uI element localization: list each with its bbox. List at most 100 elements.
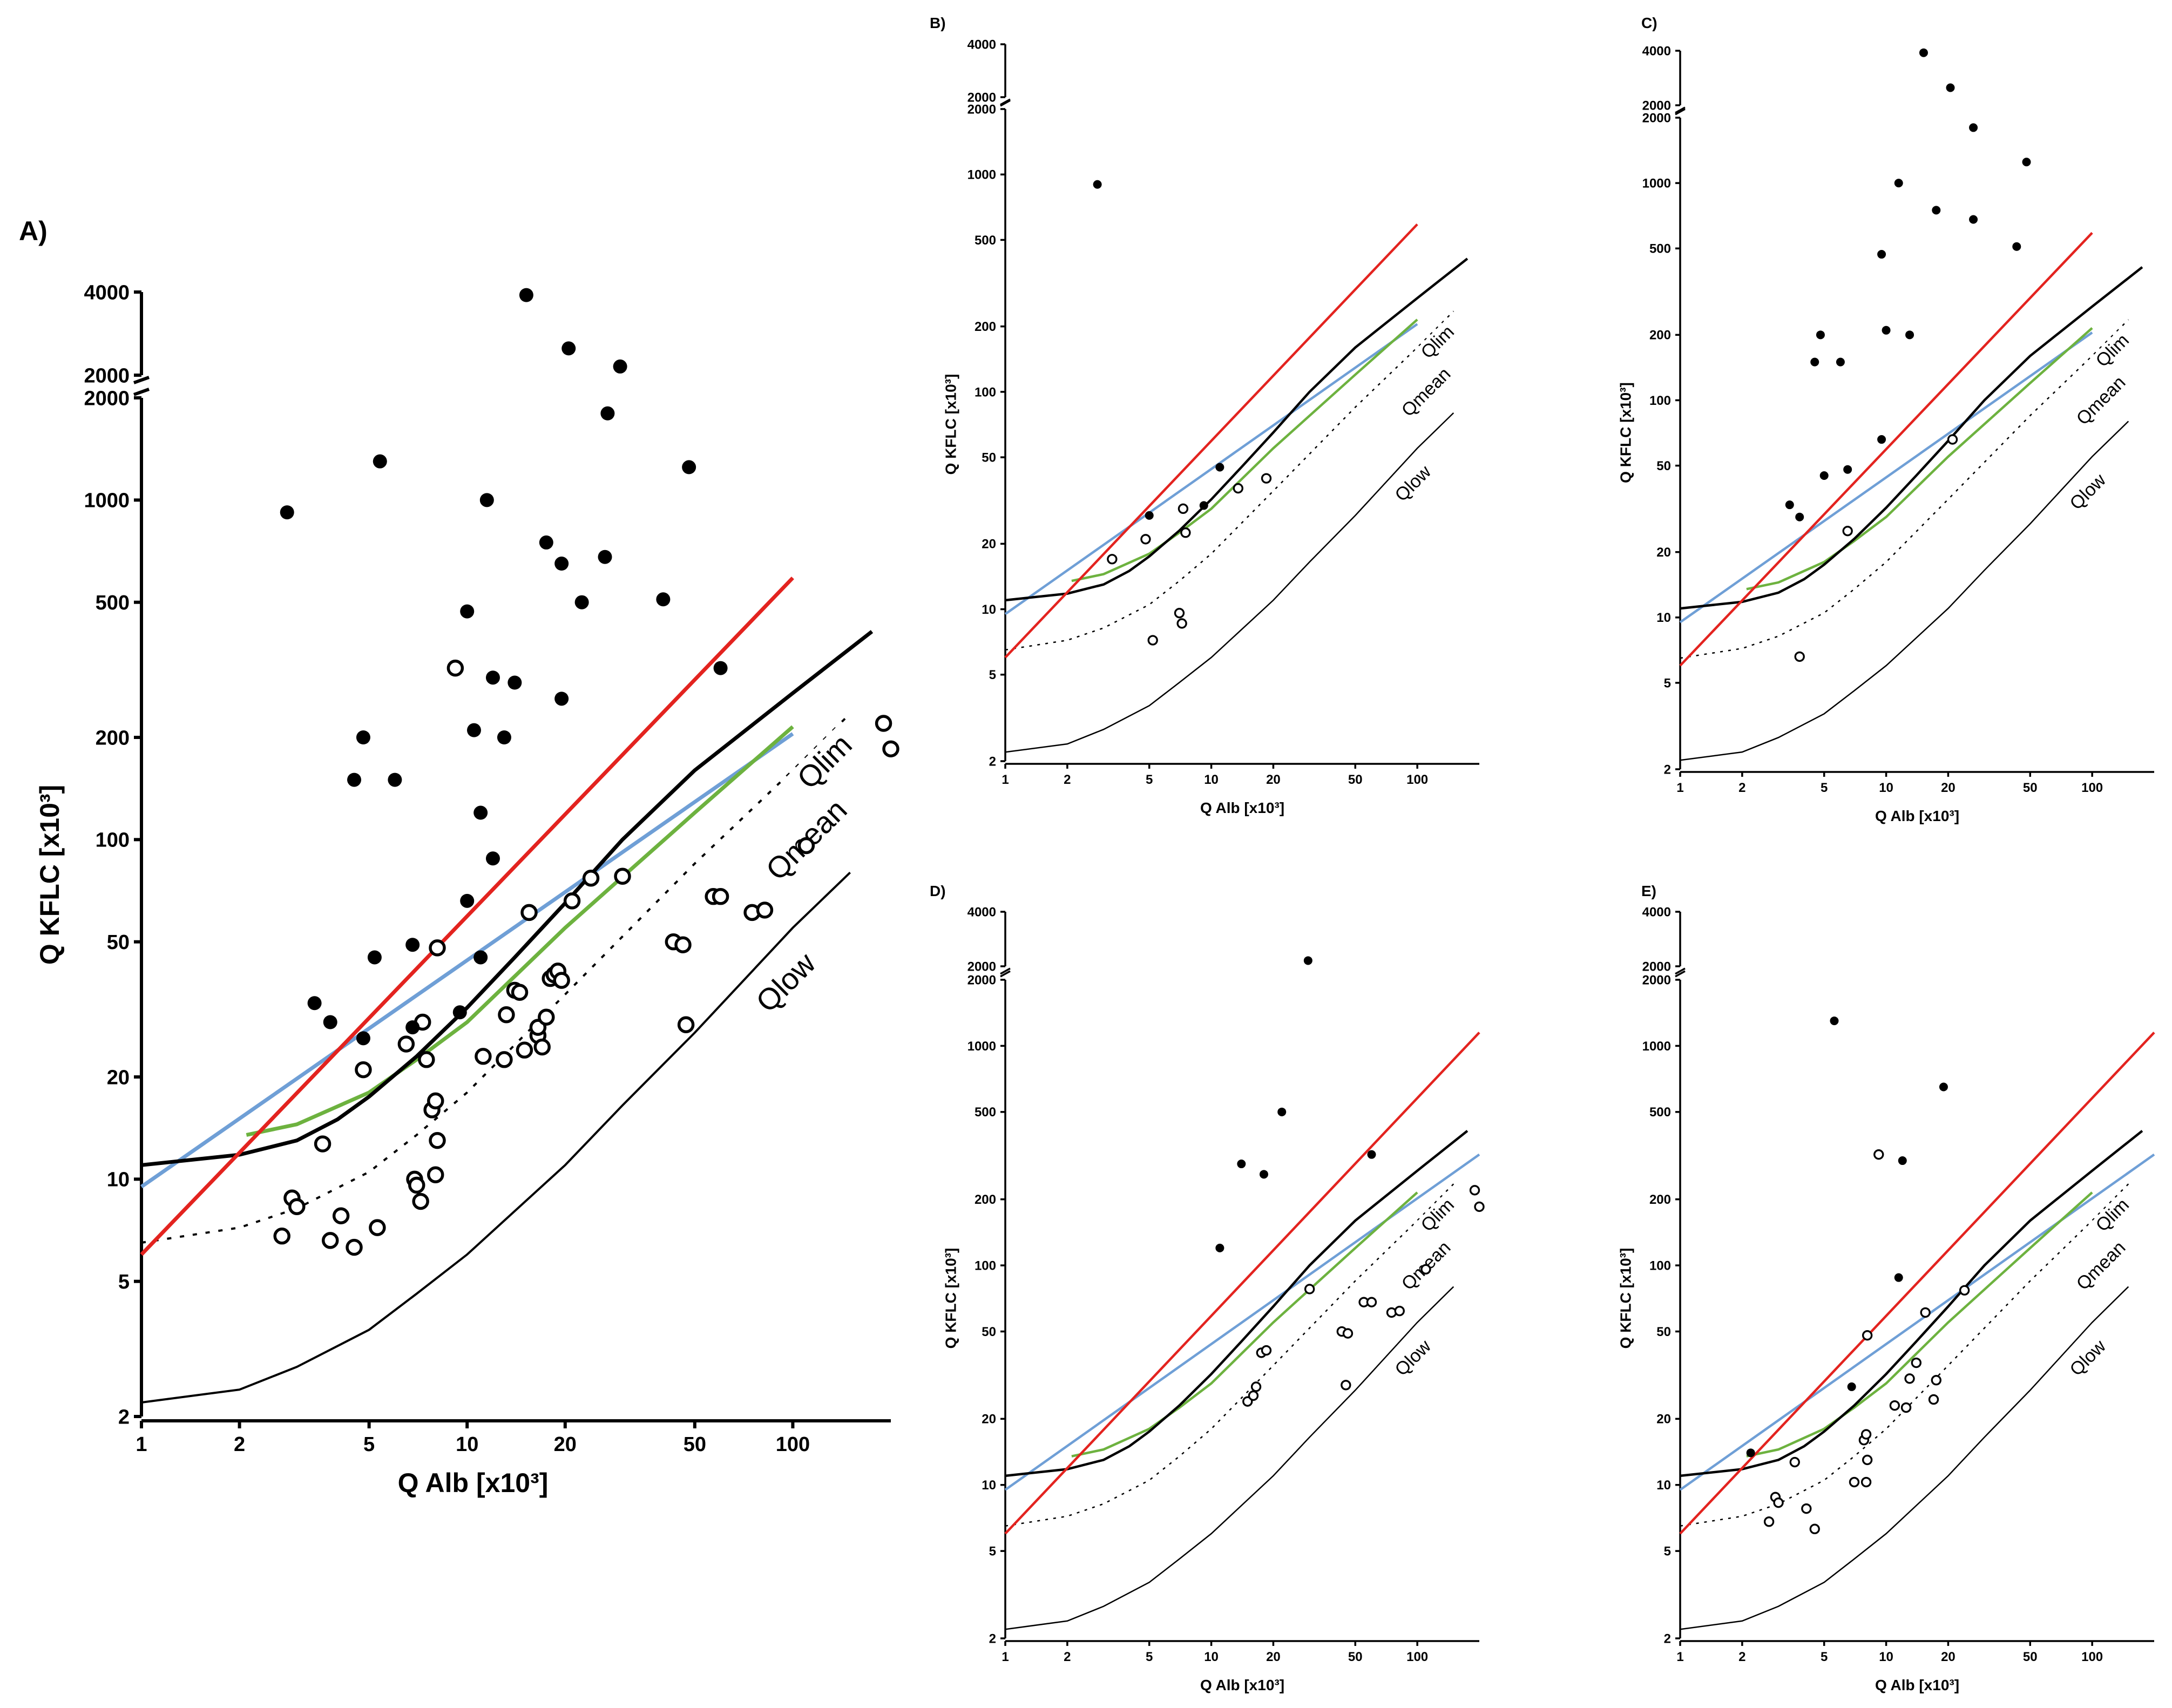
filled-data-point xyxy=(1898,1156,1907,1165)
y-tick-label: 5 xyxy=(118,1271,130,1293)
filled-data-point xyxy=(1847,1382,1856,1391)
y-tick-label: 100 xyxy=(1649,1258,1671,1273)
blue-reference-line xyxy=(1679,1153,2155,1491)
open-data-point xyxy=(408,1176,425,1194)
filled-data-point xyxy=(613,359,627,374)
open-data-point xyxy=(1474,1201,1485,1212)
open-data-point xyxy=(1842,525,1853,537)
filled-data-point xyxy=(519,288,533,302)
open-data-point xyxy=(1176,618,1187,629)
y-tick-label: 500 xyxy=(975,1105,996,1120)
open-data-point xyxy=(614,867,631,885)
filled-data-point xyxy=(1199,501,1208,510)
blue-reference-line xyxy=(1004,323,1418,615)
filled-data-point xyxy=(1939,1082,1948,1092)
curve-label-bg xyxy=(1413,1191,1461,1239)
open-data-point xyxy=(1873,1149,1884,1160)
y-tick-label: 1000 xyxy=(84,490,130,512)
curve-label-qmean: Qmean xyxy=(1398,364,1455,421)
y-tick-label: 2 xyxy=(989,1631,996,1646)
y-tick-label: 50 xyxy=(1656,459,1671,473)
qlim-curve xyxy=(1680,266,2143,610)
y-tick-label: 10 xyxy=(1656,1478,1671,1493)
filled-data-point xyxy=(460,604,475,619)
x-tick-label: 100 xyxy=(1406,772,1428,787)
y-tick-label: 20 xyxy=(982,537,996,552)
y-tick-label: 4000 xyxy=(1642,905,1671,919)
filled-data-point xyxy=(508,675,522,690)
open-data-point xyxy=(1233,483,1243,494)
y-tick-label: 20 xyxy=(107,1066,130,1089)
filled-data-point xyxy=(466,723,481,737)
curve-label-bg xyxy=(2063,1334,2112,1381)
open-data-point xyxy=(563,892,581,910)
filled-data-point xyxy=(1882,326,1891,335)
y-axis-title: Q KFLC [x10³] xyxy=(943,374,959,475)
filled-data-point xyxy=(1215,1243,1224,1252)
filled-data-point xyxy=(1145,511,1154,520)
y-tick-label: 2 xyxy=(118,1406,130,1428)
y-tick-label: 200 xyxy=(1649,328,1671,343)
open-data-point xyxy=(446,659,464,677)
x-tick-label: 50 xyxy=(2023,781,2038,795)
filled-data-point xyxy=(1836,357,1845,367)
red-reference-line xyxy=(1004,223,1418,659)
open-data-point xyxy=(1904,1373,1915,1384)
filled-data-point xyxy=(388,772,402,787)
open-data-point xyxy=(397,1035,415,1053)
x-axis-title: Q Alb [x10³] xyxy=(1200,799,1284,816)
filled-data-point xyxy=(1819,471,1829,480)
y-tick-label: 200 xyxy=(96,727,130,749)
y-tick-label: 4000 xyxy=(1642,44,1671,58)
filled-data-point xyxy=(1894,179,1903,188)
green-reference-curve xyxy=(1071,318,1418,582)
open-data-point xyxy=(882,740,899,758)
open-data-point xyxy=(273,1227,290,1245)
y-tick-label: 2000 xyxy=(84,387,130,410)
y-tick-label: 5 xyxy=(989,668,996,682)
x-tick-label: 100 xyxy=(2081,1650,2103,1664)
open-data-point xyxy=(756,902,774,919)
open-data-point xyxy=(511,984,529,1001)
axis-break-mark xyxy=(133,388,150,396)
x-tick-label: 5 xyxy=(1821,781,1828,795)
y-tick-label: 2000 xyxy=(967,973,996,987)
open-data-point xyxy=(475,1048,492,1065)
green-reference-curve xyxy=(1746,1191,2093,1458)
filled-data-point xyxy=(1969,123,1978,132)
x-tick-label: 20 xyxy=(554,1433,577,1456)
y-tick-label: 2 xyxy=(1664,762,1671,777)
x-tick-label: 20 xyxy=(1941,1650,1956,1664)
x-tick-label: 5 xyxy=(1146,1650,1153,1664)
y-tick-label: 4000 xyxy=(967,905,996,919)
qlow-curve xyxy=(1680,1286,2129,1630)
open-data-point xyxy=(677,1016,695,1033)
open-data-point xyxy=(674,936,692,953)
qlow-curve xyxy=(1005,1286,1454,1630)
x-tick-label: 10 xyxy=(456,1433,478,1456)
filled-data-point xyxy=(1946,83,1955,92)
y-tick-label: 100 xyxy=(975,385,996,399)
y-tick-label: 10 xyxy=(982,1478,996,1493)
x-tick-label: 20 xyxy=(1266,1650,1281,1664)
open-data-point xyxy=(1261,473,1272,484)
curve-label-qmean: Qmean xyxy=(2073,372,2130,429)
y-tick-label: 2000 xyxy=(1642,111,1671,125)
y-tick-label: 200 xyxy=(975,320,996,334)
panel-label: B) xyxy=(930,15,946,31)
open-data-point xyxy=(1342,1328,1354,1339)
filled-data-point xyxy=(307,996,322,1011)
y-tick-label: 50 xyxy=(107,931,130,954)
red-reference-line xyxy=(1679,1032,2155,1535)
filled-data-point xyxy=(1905,330,1914,340)
axis-break-mark xyxy=(1675,967,1686,975)
y-axis-title: Q KFLC [x10³] xyxy=(1618,382,1634,483)
open-data-point xyxy=(1911,1357,1922,1368)
filled-data-point xyxy=(1877,435,1886,444)
curve-label-bg xyxy=(1402,368,1450,416)
open-data-point xyxy=(797,837,815,855)
y-tick-label: 20 xyxy=(1656,545,1671,560)
